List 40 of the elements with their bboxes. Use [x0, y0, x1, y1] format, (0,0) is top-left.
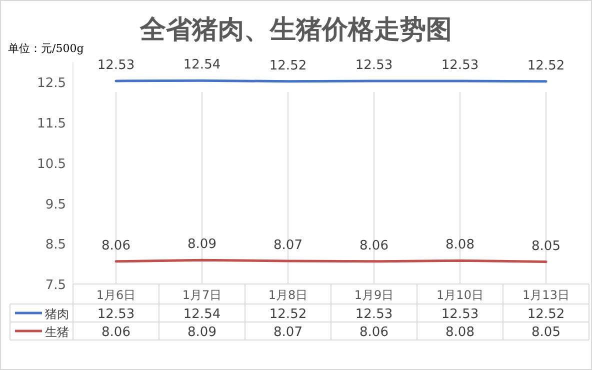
y-tick-label: 11.5 [37, 116, 66, 132]
text: 8.06 [102, 325, 130, 340]
text: 12.52 [269, 307, 307, 322]
data-label: 8.06 [102, 238, 130, 254]
text: 8.05 [532, 325, 560, 340]
text: 12.54 [183, 307, 221, 322]
chart-title: 全省猪肉、生猪价格走势图 [139, 15, 452, 45]
data-label: 12.54 [183, 58, 221, 73]
data-label: 12.53 [441, 58, 479, 73]
legend-label: 猪肉 [45, 307, 69, 321]
legend-label: 生猪 [45, 325, 69, 339]
data-label: 12.53 [355, 58, 393, 73]
text: 8.09 [188, 325, 216, 340]
data-label: 12.52 [269, 58, 307, 74]
y-tick-label: 9.5 [45, 197, 66, 212]
text: 8.06 [360, 325, 388, 340]
text: 12.53 [441, 307, 479, 322]
data-label: 8.08 [446, 238, 474, 253]
text: 8.07 [274, 325, 302, 340]
text: 12.53 [355, 307, 393, 322]
data-label: 8.06 [360, 238, 388, 254]
data-label: 8.09 [188, 237, 216, 252]
text: 12.53 [97, 307, 135, 322]
y-tick-label: 7.5 [45, 278, 66, 293]
data-label: 12.53 [97, 58, 135, 73]
x-tick-label: 1月7日 [182, 288, 222, 302]
y-tick-label: 10.5 [37, 156, 66, 172]
data-label: 8.05 [532, 238, 560, 254]
x-tick-label: 1月10日 [436, 288, 484, 302]
text: 单位：元/500g [8, 42, 84, 55]
text: 8.08 [446, 325, 474, 340]
data-label: 8.07 [274, 238, 302, 253]
x-tick-label: 1月13日 [522, 288, 570, 302]
data-label: 12.52 [527, 58, 565, 74]
x-tick-label: 1月8日 [268, 288, 308, 302]
text: 12.52 [527, 307, 565, 322]
x-tick-label: 1月9日 [354, 288, 394, 302]
y-tick-label: 8.5 [45, 238, 66, 253]
x-tick-label: 1月6日 [96, 288, 136, 302]
y-tick-label: 12.5 [37, 76, 66, 92]
